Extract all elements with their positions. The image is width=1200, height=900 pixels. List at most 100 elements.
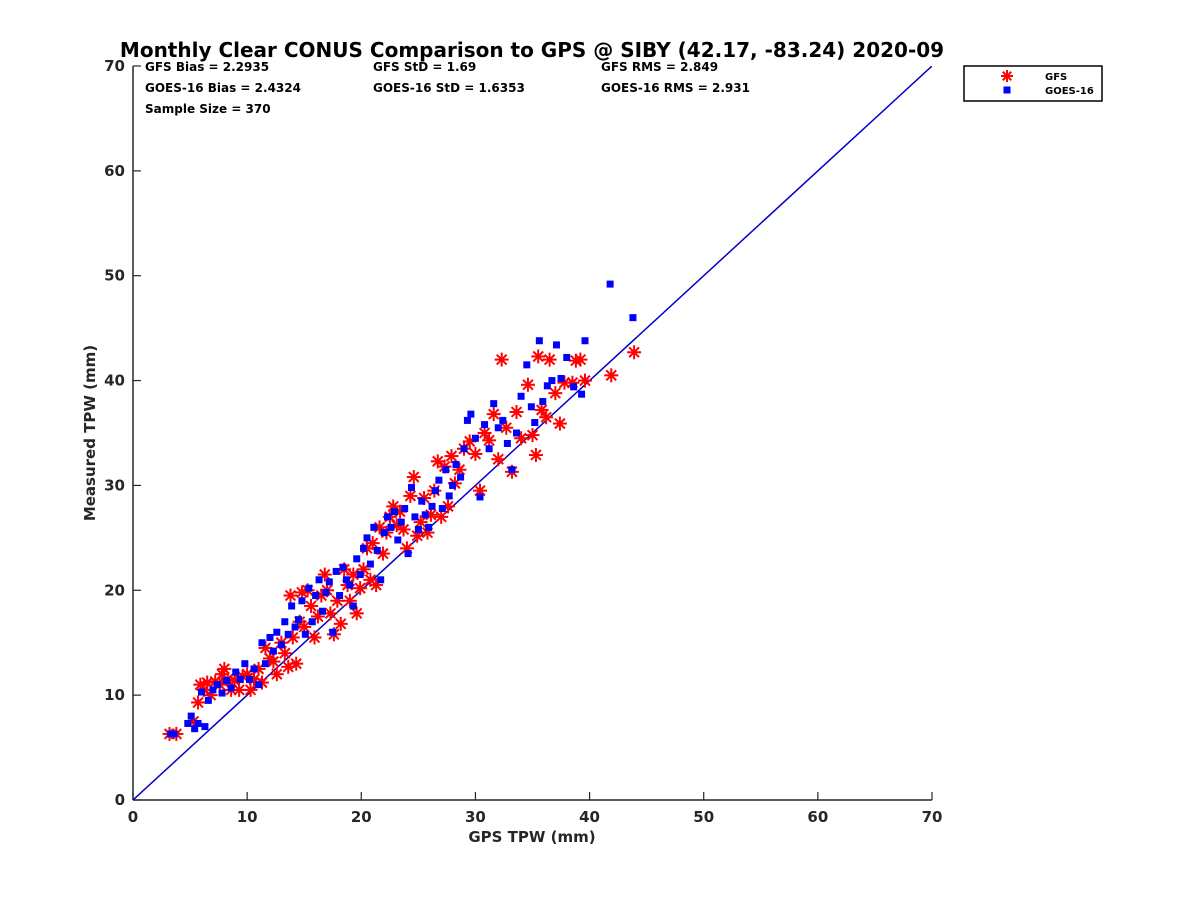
stat-value: GFS StD = 1.69 (373, 60, 476, 74)
asterisk-stroke (354, 582, 366, 594)
y-tick-label: 50 (104, 267, 125, 285)
asterisk-stroke (478, 427, 491, 439)
goes16-point (449, 481, 457, 489)
goes16-point (325, 578, 333, 586)
asterisk-stroke (408, 471, 420, 483)
asterisk-stroke (469, 448, 482, 460)
chart-title: Monthly Clear CONUS Comparison to GPS @ … (120, 38, 944, 62)
stat-value: GFS RMS = 2.849 (601, 60, 718, 74)
asterisk-stroke (279, 647, 291, 659)
asterisk-stroke (233, 684, 245, 696)
asterisk-stroke (324, 607, 337, 620)
goes16-point (353, 555, 361, 563)
goes16-point (606, 280, 614, 288)
stat-value: GOES-16 RMS = 2.931 (601, 81, 750, 95)
gfs-point (604, 368, 619, 383)
goes16-point (273, 628, 281, 636)
asterisk-stroke (535, 404, 548, 416)
gfs-point (499, 420, 514, 435)
gfs-point (534, 402, 549, 417)
goes16-point (513, 429, 521, 437)
goes16-point (414, 525, 422, 533)
asterisk-stroke (284, 589, 297, 602)
goes16-point (284, 630, 292, 638)
goes16-point (194, 719, 202, 727)
asterisk-stroke (335, 618, 347, 630)
goes16-point (380, 529, 388, 537)
stat-value: Sample Size = 370 (145, 102, 271, 116)
goes16-point (557, 374, 565, 382)
goes16-point (435, 476, 443, 484)
gfs-point (191, 695, 206, 710)
gfs-point (353, 581, 368, 596)
goes16-point (508, 466, 516, 474)
asterisk-stroke (347, 568, 359, 581)
goes16-point (363, 534, 371, 542)
legend-label: GOES-16 (1045, 86, 1094, 97)
goes16-point (467, 410, 475, 418)
goes16-point (241, 660, 249, 668)
goes16-point (629, 314, 637, 322)
gfs-point (304, 599, 319, 614)
gfs-point (307, 630, 322, 645)
asterisk-stroke (218, 663, 230, 675)
asterisk-stroke (526, 429, 539, 441)
asterisk-stroke (267, 655, 280, 668)
gfs-point (520, 377, 535, 392)
asterisk-stroke (287, 631, 299, 644)
y-tick-label: 0 (115, 791, 125, 809)
asterisk-stroke (290, 658, 302, 670)
goes16-point (339, 563, 347, 571)
gfs-point (491, 452, 506, 467)
asterisk-stroke (377, 547, 389, 560)
goes16-point (503, 439, 511, 447)
gfs-point (403, 488, 418, 503)
goes16-point (298, 597, 306, 605)
goes16-point (494, 424, 502, 432)
gfs-point (578, 373, 593, 388)
goes16-point (431, 487, 439, 495)
y-tick-label: 60 (104, 162, 125, 180)
goes16-point (373, 546, 381, 554)
legend-box (963, 65, 1103, 102)
asterisk-stroke (404, 490, 417, 502)
x-axis-label: GPS TPW (mm) (468, 828, 595, 846)
goes16-point (315, 576, 323, 584)
goes16-point (209, 686, 217, 694)
y-axis-label: Measured TPW (mm) (81, 345, 99, 521)
goes16-point (266, 633, 274, 641)
goes16-point (578, 390, 586, 398)
goes16-point (418, 497, 426, 505)
goes16-point (460, 445, 468, 453)
goes16-point (322, 588, 330, 596)
goes16-point (255, 681, 263, 689)
goes16-point (581, 337, 589, 345)
gfs-point (434, 509, 449, 524)
asterisk-stroke (244, 684, 257, 696)
asterisk-stroke (554, 417, 566, 430)
goes16-point (204, 696, 212, 704)
goes16-point (336, 592, 344, 600)
goes16-point (425, 523, 433, 531)
goes16-point (543, 382, 551, 390)
asterisk-stroke (367, 537, 379, 549)
x-tick-label: 30 (465, 808, 486, 826)
gfs-point (509, 405, 524, 420)
goes16-point (445, 492, 453, 500)
asterisk-stroke (515, 432, 527, 444)
asterisk-stroke (628, 346, 640, 358)
goes16-point (197, 688, 205, 696)
goes16-point (570, 383, 578, 391)
goes16-point (308, 618, 316, 626)
goes16-point (288, 602, 296, 610)
goes16-point (312, 592, 320, 600)
gfs-point (269, 667, 284, 682)
goes16-point (404, 550, 412, 558)
goes16-point (360, 544, 368, 552)
x-tick-label: 0 (128, 808, 138, 826)
asterisk-stroke (488, 408, 500, 420)
x-tick-label: 40 (579, 808, 600, 826)
legend-gfs-marker (1001, 70, 1013, 82)
goes16-point (349, 602, 357, 610)
goes16-point (397, 518, 405, 526)
